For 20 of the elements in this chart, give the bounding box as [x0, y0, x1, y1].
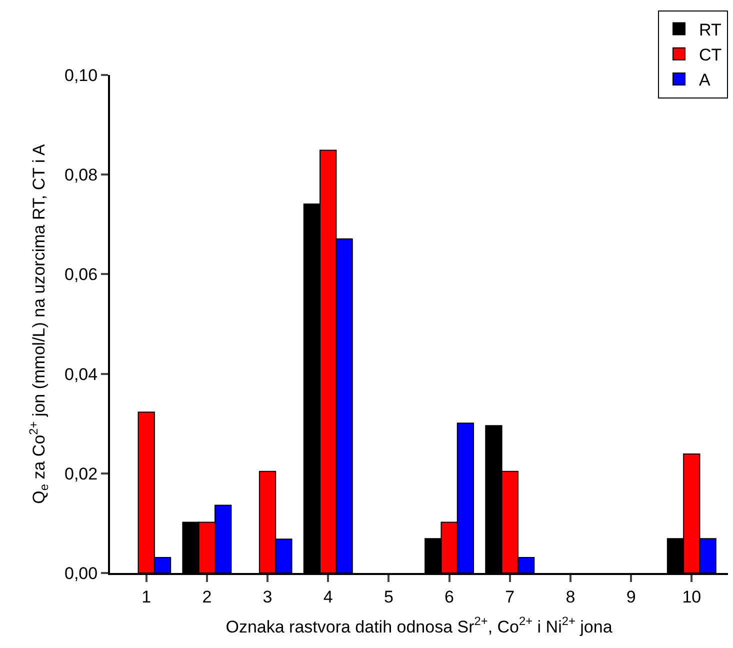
y-tick-label: 0,04 [64, 364, 98, 384]
x-tick-label: 7 [505, 587, 515, 606]
x-tick-label: 10 [682, 587, 702, 606]
legend-label: A [699, 70, 711, 90]
x-tick-label: 9 [626, 587, 636, 606]
y-tick-label: 0,02 [64, 464, 98, 484]
x-tick-label: 3 [262, 587, 272, 606]
x-tick-label: 2 [202, 587, 212, 606]
x-tick-label: 1 [142, 587, 152, 606]
legend-label: RT [699, 20, 722, 40]
y-tick-label: 0,10 [64, 66, 98, 85]
x-tick-label: 6 [444, 587, 454, 606]
y-tick-label: 0,00 [64, 564, 98, 583]
y-tick-label: 0,08 [64, 166, 98, 185]
x-axis-title: Oznaka rastvora datih odnosa Sr$^{2+}$, Co$^{2+}$ i Ni$^{2+}$ jona [226, 614, 613, 636]
x-tick-label: 8 [566, 587, 576, 606]
x-tick-label: 5 [384, 587, 394, 606]
y-tick-label: 0,06 [64, 265, 98, 284]
legend-label: CT [699, 46, 722, 65]
x-tick-label: 4 [323, 587, 333, 606]
